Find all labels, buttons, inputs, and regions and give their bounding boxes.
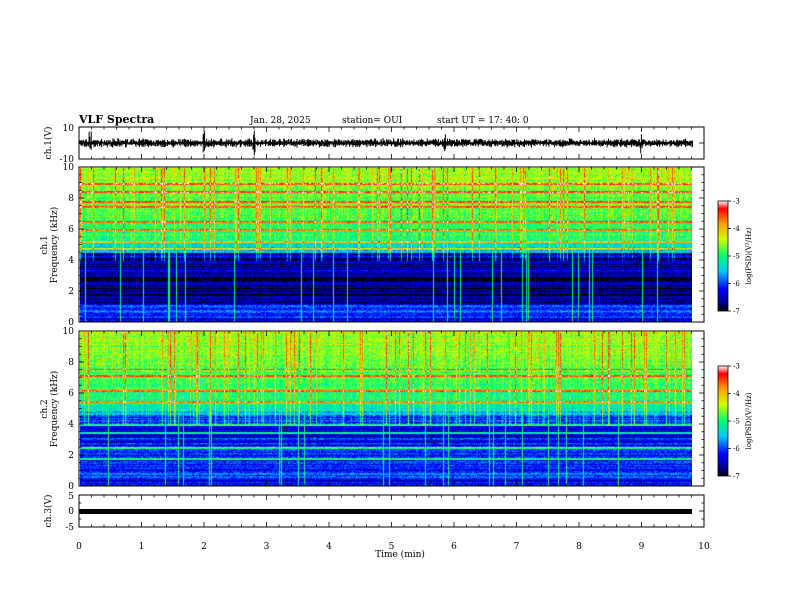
colorbar-ch2-gradient: [717, 365, 729, 477]
colorbar-tick-label: -6: [733, 445, 740, 453]
colorbar-tick-label: -4: [733, 225, 740, 233]
colorbar-ch2-label: log(PSD)(V²/Hz): [745, 392, 753, 449]
ch1-spectrogram-panel: 0 2 4 6 8 10 ch.1 Frequency (kHz): [40, 163, 705, 328]
x-tick-label: 1: [139, 542, 145, 552]
colorbar-ch2: -3 -4 -5 -6 -7 log(PSD)(V²/Hz): [717, 363, 753, 481]
ch3-waveform-ticks: [78, 495, 705, 527]
ch2-spectrogram-ylabel-channel: ch.2: [40, 399, 50, 418]
x-tick-label: 7: [514, 542, 520, 552]
colorbar-tick-label: -4: [733, 390, 740, 398]
colorbar-tick-label: -7: [733, 473, 740, 481]
x-tick-label: 0: [76, 542, 82, 552]
figure-title: VLF Spectra: [78, 113, 154, 126]
ch3-ytick-mid: 0: [68, 507, 74, 517]
colorbar-tick-label: -3: [733, 363, 740, 371]
colorbar-ch1: -3 -4 -5 -6 -7 log(PSD)(V²/Hz): [717, 198, 753, 316]
ch2-spectrogram-image: [80, 332, 692, 486]
freq-tick-label: 10: [63, 163, 75, 173]
ch1-waveform-trace: [79, 130, 693, 156]
freq-tick-label: 8: [68, 358, 74, 368]
x-axis-label: Time (min): [375, 549, 425, 560]
date-label: Jan. 28, 2025: [249, 116, 311, 126]
colorbar-tick-label: -7: [733, 308, 740, 316]
freq-tick-label: 2: [68, 451, 74, 461]
ch1-spectrogram-ylabel: Frequency (kHz): [49, 207, 60, 284]
x-tick-label: 8: [576, 542, 582, 552]
x-tick-label: 10: [698, 542, 710, 552]
x-tick-label: 3: [264, 542, 270, 552]
ch2-spectrogram-ylabel: Frequency (kHz): [49, 371, 60, 448]
colorbar-ch1-label: log(PSD)(V²/Hz): [745, 227, 753, 284]
ch1-spectrogram-ticks: [78, 166, 705, 323]
ch1-spectrogram-ylabel-channel: ch.1: [40, 235, 50, 254]
x-tick-label: 9: [639, 542, 645, 552]
ch3-waveform-panel: 5 0 -5 ch.3(V): [43, 492, 705, 533]
x-tick-label: 6: [451, 542, 457, 552]
colorbar-tick-label: -3: [733, 198, 740, 206]
freq-tick-label: 10: [63, 327, 75, 337]
ch1-ytick-top: 10: [63, 124, 75, 134]
colorbar-tick-label: -5: [733, 253, 740, 261]
freq-tick-label: 2: [68, 287, 74, 297]
freq-tick-label: 4: [68, 420, 74, 430]
station-label: station= OUI: [342, 116, 403, 126]
x-tick-label: 5: [389, 542, 395, 552]
ch1-waveform-ylabel: ch.1(V): [43, 127, 54, 160]
colorbar-ch1-ticks: -3 -4 -5 -6 -7: [728, 198, 740, 316]
ch1-waveform-ticks: [78, 127, 705, 159]
start-time-label: start UT = 17: 40: 0: [437, 116, 529, 126]
ch2-spectrogram-ytick-labels: 0 2 4 6 8 10: [63, 327, 75, 492]
ch1-ytick-bottom: -10: [60, 155, 75, 165]
ch3-ytick-bottom: -5: [65, 523, 74, 533]
x-axis-tick-labels: 0 1 2 3 4 5 6 7 8 9 10: [76, 542, 710, 552]
ch2-spectrogram-ticks: [78, 330, 705, 487]
ch1-spectrogram-ytick-labels: 0 2 4 6 8 10: [63, 163, 75, 328]
x-tick-label: 2: [201, 542, 207, 552]
freq-tick-label: 4: [68, 256, 74, 266]
ch2-spectrogram-panel: 0 2 4 6 8 10 ch.2 Frequency (kHz): [40, 327, 705, 492]
ch3-ytick-top: 5: [68, 492, 74, 502]
x-tick-label: 4: [326, 542, 332, 552]
ch1-spectrogram-image: [80, 168, 692, 322]
ch1-waveform-panel: 10 -10 ch.1(V): [43, 124, 705, 165]
colorbar-tick-label: -6: [733, 280, 740, 288]
ch3-waveform-ylabel: ch.3(V): [43, 495, 54, 528]
ch3-waveform-trace: [79, 509, 692, 514]
freq-tick-label: 0: [68, 318, 74, 328]
freq-tick-label: 6: [68, 225, 74, 235]
colorbar-ch1-gradient: [717, 200, 729, 312]
colorbar-ch2-ticks: -3 -4 -5 -6 -7: [728, 363, 740, 481]
freq-tick-label: 6: [68, 389, 74, 399]
freq-tick-label: 8: [68, 194, 74, 204]
freq-tick-label: 0: [68, 482, 74, 492]
colorbar-tick-label: -5: [733, 418, 740, 426]
